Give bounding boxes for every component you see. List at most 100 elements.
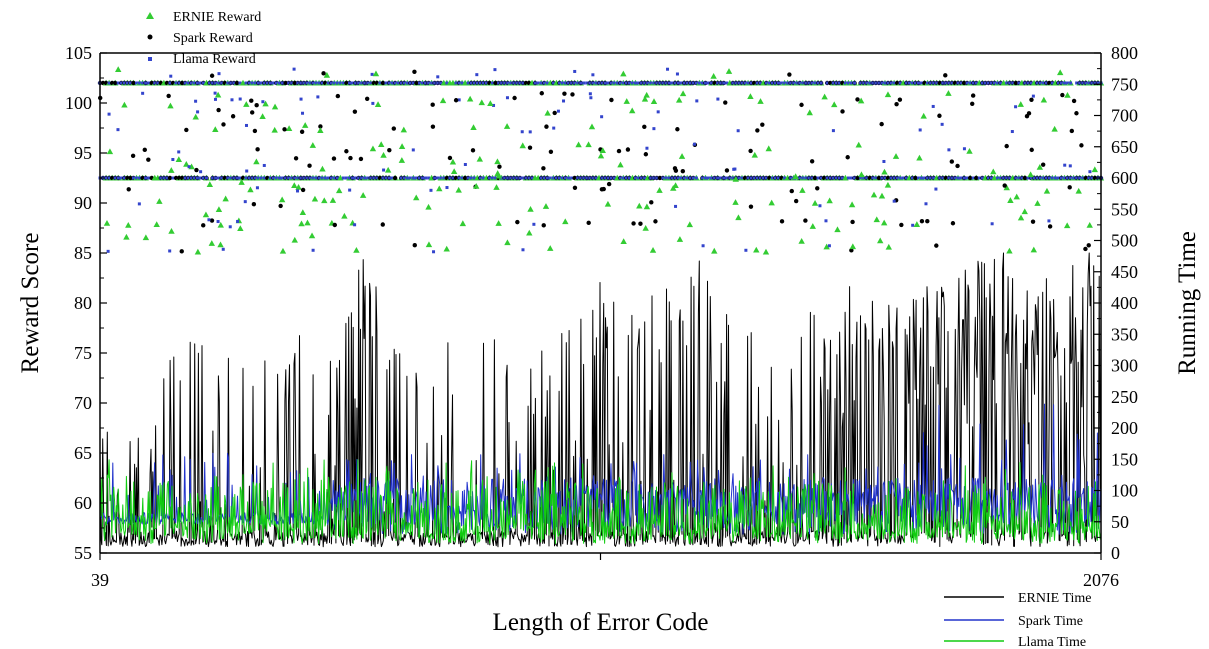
point-llama-reward bbox=[959, 176, 963, 180]
time-series-lines bbox=[99, 252, 1102, 548]
point-llama-reward bbox=[831, 81, 835, 85]
point-spark-reward bbox=[748, 204, 754, 209]
point-llama-reward bbox=[424, 81, 428, 85]
point-ernie-reward bbox=[877, 237, 884, 244]
point-llama-reward bbox=[378, 81, 382, 85]
point-llama-reward bbox=[393, 81, 397, 85]
point-spark-reward bbox=[146, 157, 151, 162]
point-spark-reward bbox=[412, 243, 417, 248]
point-spark-reward bbox=[1047, 224, 1053, 229]
point-llama-reward bbox=[576, 81, 580, 85]
point-llama-reward bbox=[236, 219, 240, 223]
point-llama-reward bbox=[433, 176, 437, 180]
point-llama-reward bbox=[1050, 81, 1054, 85]
point-llama-reward bbox=[1078, 81, 1082, 85]
point-llama-reward bbox=[837, 176, 841, 180]
point-spark-reward bbox=[625, 147, 631, 152]
point-llama-reward bbox=[947, 176, 951, 180]
point-spark-reward bbox=[799, 102, 804, 108]
point-llama-reward bbox=[287, 81, 291, 85]
point-ernie-reward bbox=[753, 246, 760, 253]
point-llama-reward bbox=[390, 81, 394, 85]
point-llama-reward bbox=[713, 176, 717, 180]
point-llama-reward bbox=[688, 176, 692, 180]
point-ernie-reward bbox=[916, 154, 923, 161]
point-ernie-reward bbox=[142, 234, 150, 241]
point-llama-reward bbox=[968, 81, 972, 85]
point-llama-reward bbox=[536, 81, 540, 85]
point-llama-reward bbox=[929, 81, 933, 85]
point-llama-reward bbox=[606, 81, 610, 85]
point-spark-reward bbox=[967, 175, 973, 181]
point-spark-reward bbox=[1060, 92, 1065, 98]
point-llama-reward bbox=[518, 81, 522, 85]
point-llama-reward bbox=[825, 176, 829, 180]
point-ernie-reward bbox=[494, 158, 501, 165]
point-spark-reward bbox=[380, 222, 385, 227]
point-llama-reward bbox=[1041, 81, 1045, 85]
point-llama-reward bbox=[859, 81, 863, 85]
point-spark-reward bbox=[201, 223, 206, 228]
point-llama-reward bbox=[125, 81, 129, 85]
point-llama-reward bbox=[229, 176, 233, 180]
point-spark-reward bbox=[221, 122, 226, 127]
point-llama-reward bbox=[652, 127, 656, 131]
point-llama-reward bbox=[1062, 176, 1066, 180]
point-ernie-reward bbox=[291, 236, 298, 243]
point-ernie-reward bbox=[880, 219, 888, 226]
point-llama-reward bbox=[825, 81, 829, 85]
point-llama-reward bbox=[445, 186, 449, 190]
point-ernie-reward bbox=[873, 216, 880, 223]
point-llama-reward bbox=[208, 81, 212, 85]
point-llama-reward bbox=[661, 176, 665, 180]
point-llama-reward bbox=[673, 81, 677, 85]
point-llama-reward bbox=[1044, 81, 1048, 85]
point-llama-reward bbox=[363, 81, 367, 85]
point-llama-reward bbox=[892, 199, 896, 203]
point-ernie-reward bbox=[1030, 246, 1037, 253]
point-llama-reward bbox=[999, 81, 1003, 85]
point-llama-reward bbox=[201, 81, 205, 85]
point-spark-reward bbox=[724, 168, 730, 173]
point-spark-reward bbox=[512, 95, 517, 101]
point-spark-reward bbox=[278, 203, 283, 209]
point-llama-reward bbox=[674, 204, 678, 208]
point-llama-reward bbox=[326, 176, 330, 180]
point-llama-reward bbox=[186, 81, 190, 85]
point-llama-reward bbox=[692, 142, 696, 146]
point-spark-reward bbox=[779, 219, 785, 224]
left-y-tick-label: 100 bbox=[65, 93, 92, 113]
point-ernie-reward bbox=[243, 101, 250, 107]
point-llama-reward bbox=[521, 176, 525, 180]
point-spark-reward bbox=[321, 71, 326, 76]
point-spark-reward bbox=[638, 221, 643, 226]
point-spark-reward bbox=[1040, 162, 1046, 167]
point-llama-reward bbox=[990, 222, 994, 226]
point-llama-reward bbox=[862, 176, 866, 180]
point-llama-reward bbox=[551, 81, 555, 85]
point-llama-reward bbox=[695, 99, 699, 103]
point-llama-reward bbox=[500, 81, 504, 85]
point-llama-reward bbox=[913, 81, 917, 85]
point-ernie-reward bbox=[279, 247, 287, 254]
point-llama-reward bbox=[999, 176, 1003, 180]
point-llama-reward bbox=[1032, 176, 1036, 180]
point-llama-reward bbox=[1059, 81, 1063, 85]
point-llama-reward bbox=[244, 123, 248, 127]
legend-bottom-item-spark: Spark Time bbox=[944, 614, 1083, 629]
point-llama-reward bbox=[666, 67, 670, 71]
point-llama-reward bbox=[429, 188, 433, 192]
point-ernie-reward bbox=[809, 223, 817, 229]
point-llama-reward bbox=[274, 176, 278, 180]
point-llama-reward bbox=[582, 81, 586, 85]
point-llama-reward bbox=[274, 81, 278, 85]
point-llama-reward bbox=[253, 81, 257, 85]
reward-scatter-points bbox=[97, 66, 1105, 255]
point-llama-reward bbox=[764, 81, 768, 85]
point-llama-reward bbox=[186, 176, 190, 180]
point-ernie-reward bbox=[487, 100, 494, 106]
point-ernie-reward bbox=[369, 145, 377, 152]
point-llama-reward bbox=[989, 176, 993, 180]
point-llama-reward bbox=[824, 219, 828, 223]
point-llama-reward bbox=[710, 81, 714, 85]
